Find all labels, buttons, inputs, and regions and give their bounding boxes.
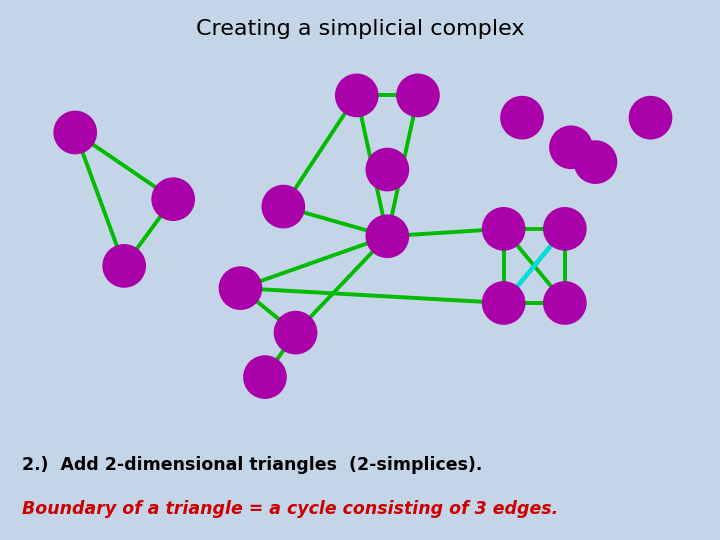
Point: [498, 299, 510, 307]
Point: [645, 113, 657, 122]
Point: [382, 165, 393, 174]
Text: Boundary of a triangle = a cycle consisting of 3 edges.: Boundary of a triangle = a cycle consist…: [22, 500, 558, 517]
Point: [290, 328, 302, 337]
Point: [382, 232, 393, 241]
Point: [498, 225, 510, 233]
Point: [278, 202, 289, 211]
Point: [516, 113, 528, 122]
Point: [351, 91, 363, 100]
Point: [259, 373, 271, 381]
Point: [413, 91, 424, 100]
Point: [168, 195, 179, 204]
Point: [70, 128, 81, 137]
Point: [559, 225, 571, 233]
Point: [590, 158, 601, 166]
Point: [118, 261, 130, 270]
Text: 2.)  Add 2-dimensional triangles  (2-simplices).: 2.) Add 2-dimensional triangles (2-simpl…: [22, 456, 482, 474]
Point: [565, 143, 577, 152]
Point: [235, 284, 246, 293]
Point: [559, 299, 571, 307]
Text: Creating a simplicial complex: Creating a simplicial complex: [196, 19, 524, 39]
